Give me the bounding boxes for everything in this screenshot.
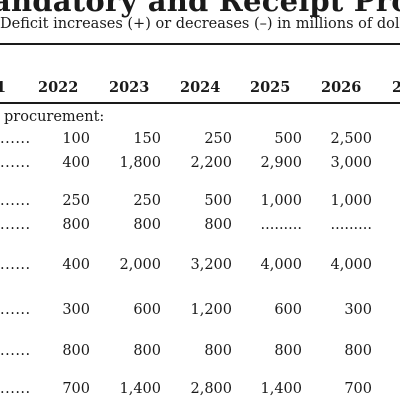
table-cell: 250: [204, 131, 232, 147]
table-cell: 800: [133, 217, 161, 233]
table-cell: 3,200: [190, 257, 232, 273]
table-cell: 800: [344, 343, 372, 359]
table-cell: 1,800: [119, 155, 161, 171]
table-cell: 150: [133, 131, 161, 147]
table-cell: 700: [344, 381, 372, 397]
table-cell: 3,000: [330, 155, 372, 171]
table-cell: 1,000: [260, 193, 302, 209]
table-cell: 250: [133, 193, 161, 209]
table-cell: 2,200: [190, 155, 232, 171]
table-cell: 600: [133, 302, 161, 318]
table-cell: 2,800: [190, 381, 232, 397]
table-cell: 1,200: [190, 302, 232, 318]
table-subtitle: Deficit increases (+) or decreases (–) i…: [0, 16, 400, 32]
table-cell: .........: [330, 217, 372, 233]
table-cell: 1,000: [330, 193, 372, 209]
column-header-2026: 2026: [321, 79, 362, 96]
table-cell: 4,000: [260, 257, 302, 273]
header-rule: [0, 102, 400, 104]
table-cell: 800: [274, 343, 302, 359]
table-title: andatory and Receipt Proposal: [0, 0, 400, 18]
table-cell: 500: [274, 131, 302, 147]
column-header-2027: 2: [392, 79, 400, 96]
table-cell: 2,900: [260, 155, 302, 171]
table-cell: 400: [62, 155, 90, 171]
table-cell: 100: [62, 131, 90, 147]
row-leader-dots: ......: [0, 302, 31, 318]
column-header-2022: 2022: [38, 79, 79, 96]
row-leader-dots: ......: [0, 381, 31, 397]
column-header-2023: 2023: [109, 79, 150, 96]
section-label: procurement:: [4, 109, 105, 125]
table-cell: 800: [204, 343, 232, 359]
table-cell: 600: [274, 302, 302, 318]
row-leader-dots: ......: [0, 217, 31, 233]
table-cell: 800: [204, 217, 232, 233]
table-cell: 700: [62, 381, 90, 397]
row-leader-dots: ......: [0, 343, 31, 359]
table-cell: 4,000: [330, 257, 372, 273]
table-cell: 300: [344, 302, 372, 318]
row-leader-dots: ......: [0, 257, 31, 273]
table-cell: 800: [133, 343, 161, 359]
table-cell: 1,400: [119, 381, 161, 397]
table-cell: 2,000: [119, 257, 161, 273]
top-rule: [0, 43, 400, 45]
column-header-2025: 2025: [250, 79, 291, 96]
row-leader-dots: ......: [0, 131, 31, 147]
table-cell: 2,500: [330, 131, 372, 147]
table-cell: .........: [260, 217, 302, 233]
table-cell: 400: [62, 257, 90, 273]
table-cell: 300: [62, 302, 90, 318]
column-header-2021: 1: [0, 79, 7, 96]
column-header-2024: 2024: [180, 79, 221, 96]
table-cell: 800: [62, 217, 90, 233]
table-cell: 500: [204, 193, 232, 209]
table-cell: 1,400: [260, 381, 302, 397]
row-leader-dots: ......: [0, 155, 31, 171]
table-cell: 250: [62, 193, 90, 209]
row-leader-dots: ......: [0, 193, 31, 209]
table-cell: 800: [62, 343, 90, 359]
